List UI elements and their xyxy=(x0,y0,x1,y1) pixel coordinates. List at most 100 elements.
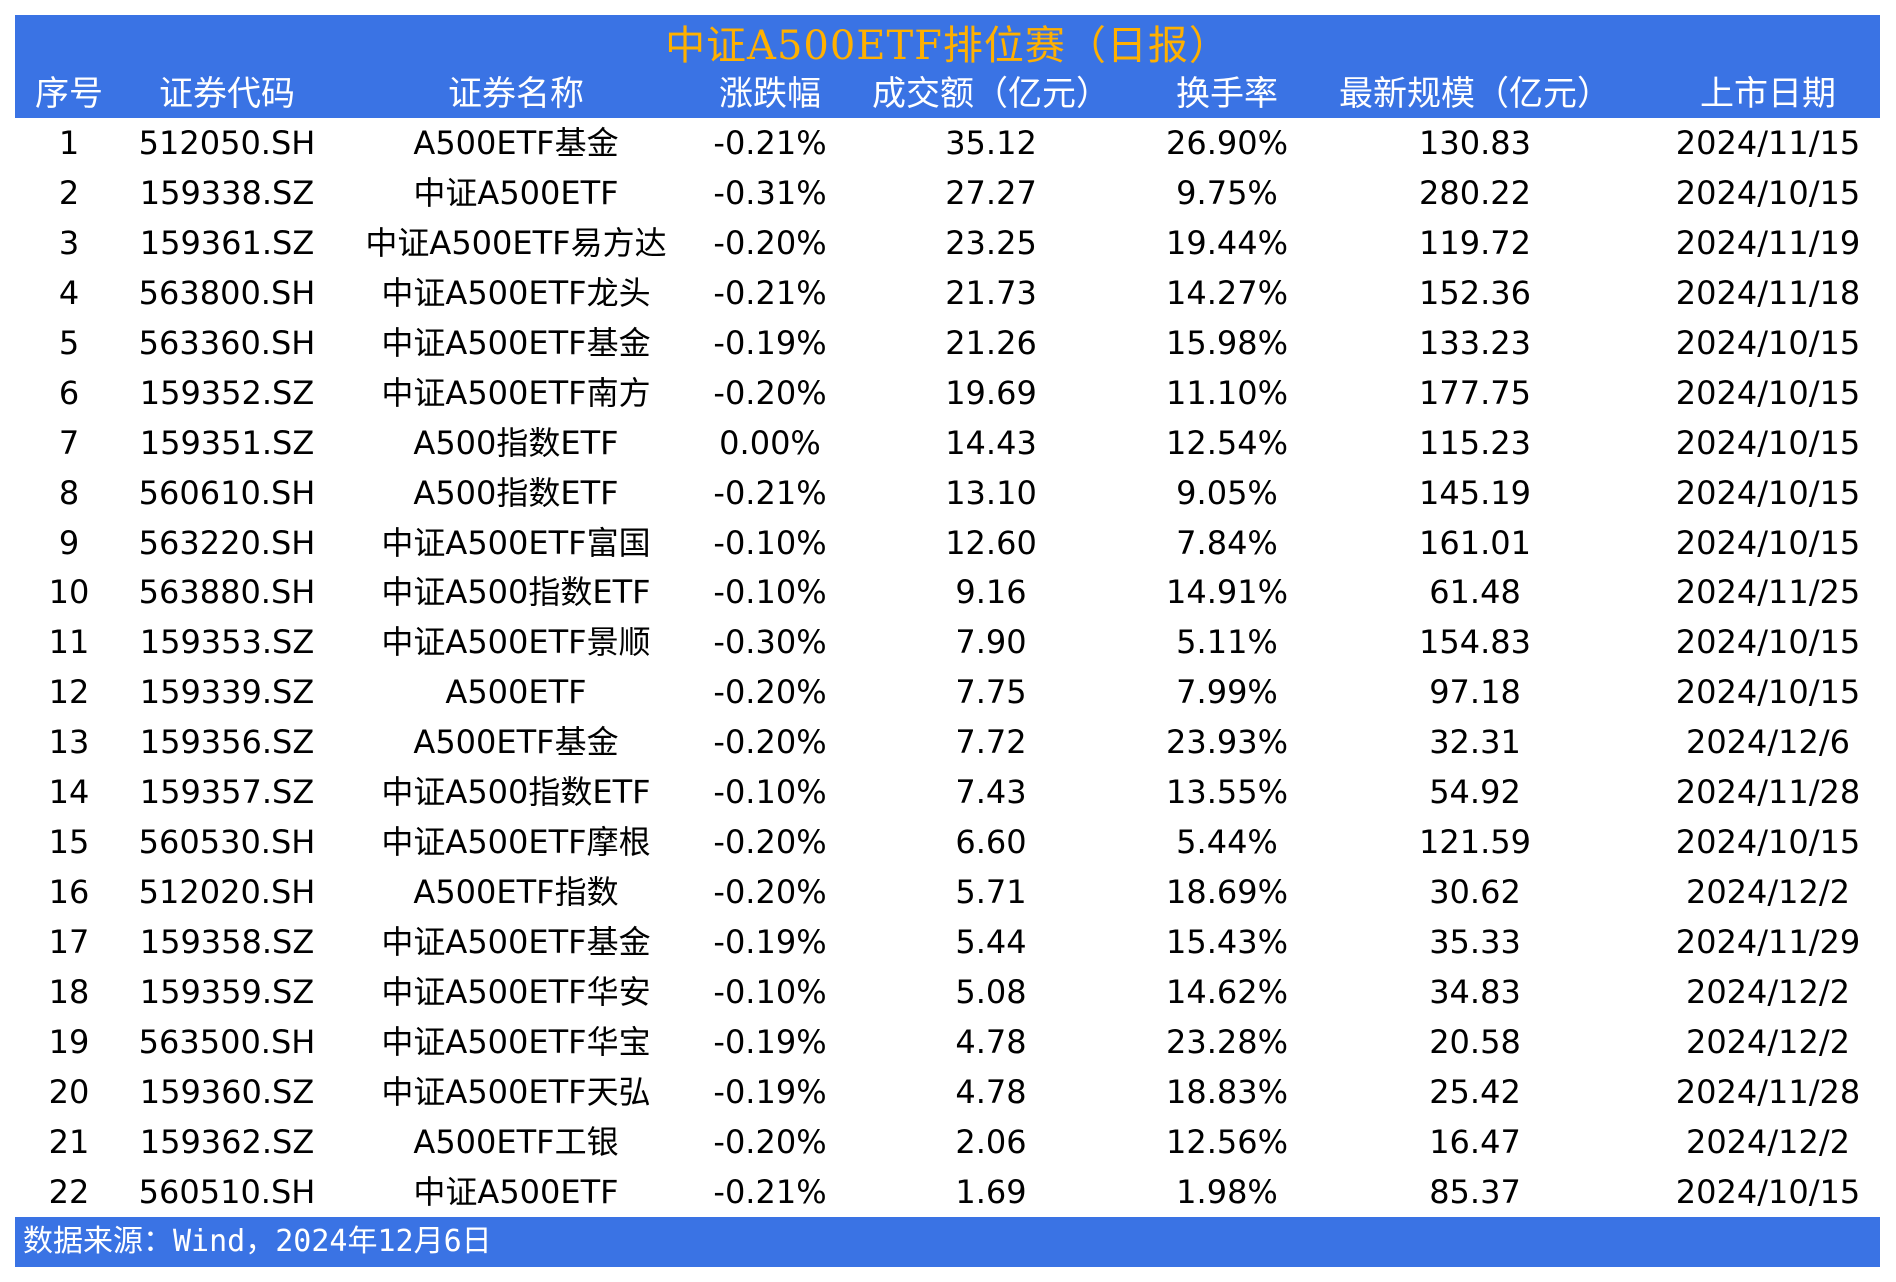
cell-listing-date: 2024/12/2 xyxy=(1685,1022,1851,1061)
cell-aum: 280.22 xyxy=(1419,173,1531,212)
cell-rank: 20 xyxy=(48,1072,90,1111)
table-row: 15 560530.SH 中证A500ETF摩根 -0.20% 6.60 5.44% 121… xyxy=(15,817,1880,867)
table-row: 19 563500.SH 中证A500ETF华宝 -0.19% 4.78 23.28% 20… xyxy=(15,1017,1880,1067)
cell-change: -0.10% xyxy=(713,523,827,562)
cell-turnover-amount: 7.90 xyxy=(955,623,1027,662)
cell-turnover-rate: 12.54% xyxy=(1165,423,1289,462)
cell-change: -0.20% xyxy=(713,1122,827,1161)
cell-turnover-rate: 11.10% xyxy=(1165,373,1289,412)
cell-aum: 85.37 xyxy=(1429,1172,1521,1211)
cell-name: 中证A500ETF景顺 xyxy=(381,623,651,662)
cell-aum: 133.23 xyxy=(1419,323,1531,362)
cell-code: 563220.SH xyxy=(138,523,316,562)
cell-aum: 61.48 xyxy=(1429,573,1521,612)
cell-name: A500ETF基金 xyxy=(413,124,619,162)
cell-name: 中证A500ETF华安 xyxy=(381,972,651,1011)
table-row: 9 563220.SH 中证A500ETF富国 -0.10% 12.60 7.84% 161… xyxy=(15,518,1880,568)
cell-turnover-amount: 14.43 xyxy=(945,423,1037,462)
cell-change: -0.21% xyxy=(713,473,827,512)
cell-name: 中证A500ETF基金 xyxy=(381,323,651,362)
table-header: 中证A500ETF排位赛（日报） 序号 证券代码 证券名称 涨跌幅 成交额（亿元） 换手率… xyxy=(15,15,1880,118)
cell-change: -0.20% xyxy=(713,873,827,912)
column-header-change: 涨跌幅 xyxy=(719,74,821,114)
table-row: 18 159359.SZ 中证A500ETF华安 -0.10% 5.08 14.62% 34… xyxy=(15,967,1880,1017)
cell-name: A500ETF指数 xyxy=(413,873,619,912)
cell-listing-date: 2024/12/6 xyxy=(1685,723,1851,762)
column-header-listing-date: 上市日期 xyxy=(1700,74,1836,114)
table-row: 5 563360.SH 中证A500ETF基金 -0.19% 21.26 15.98% 13… xyxy=(15,318,1880,368)
table-body: 1 512050.SH A500ETF基金 -0.21% 35.12 26.90% 130.… xyxy=(15,118,1880,1217)
cell-change: -0.20% xyxy=(713,373,827,412)
cell-name: 中证A500指数ETF xyxy=(381,573,651,612)
cell-aum: 152.36 xyxy=(1419,273,1531,312)
cell-name: 中证A500ETF富国 xyxy=(381,523,651,562)
cell-rank: 4 xyxy=(58,273,80,312)
cell-turnover-rate: 5.11% xyxy=(1176,623,1278,662)
cell-turnover-amount: 5.44 xyxy=(955,923,1027,961)
cell-rank: 7 xyxy=(58,423,80,462)
table-row: 21 159362.SZ A500ETF工银 -0.20% 2.06 12.56% 16.4… xyxy=(15,1117,1880,1167)
cell-listing-date: 2024/10/15 xyxy=(1675,473,1861,512)
cell-aum: 161.01 xyxy=(1419,523,1531,562)
cell-turnover-amount: 6.60 xyxy=(955,823,1027,862)
cell-change: -0.20% xyxy=(713,223,827,262)
cell-rank: 9 xyxy=(58,523,80,562)
cell-name: 中证A500ETF易方达 xyxy=(365,223,667,262)
cell-aum: 35.33 xyxy=(1429,923,1521,961)
cell-turnover-rate: 1.98% xyxy=(1176,1172,1278,1211)
cell-rank: 19 xyxy=(48,1022,90,1061)
column-header-row: 序号 证券代码 证券名称 涨跌幅 成交额（亿元） 换手率 最新规模（亿元） 上市日期 xyxy=(15,71,1880,117)
table-row: 17 159358.SZ 中证A500ETF基金 -0.19% 5.44 15.43% 35… xyxy=(15,917,1880,967)
cell-turnover-amount: 9.16 xyxy=(955,573,1027,612)
cell-code: 560610.SH xyxy=(138,473,316,512)
cell-listing-date: 2024/12/2 xyxy=(1685,1122,1851,1161)
cell-turnover-rate: 7.84% xyxy=(1176,523,1278,562)
cell-change: -0.19% xyxy=(713,923,827,961)
cell-change: -0.19% xyxy=(713,1072,827,1111)
cell-turnover-amount: 5.08 xyxy=(955,972,1027,1011)
table-row: 14 159357.SZ 中证A500指数ETF -0.10% 7.43 13.55% 54… xyxy=(15,767,1880,817)
table-row: 3 159361.SZ 中证A500ETF易方达 -0.20% 23.25 19.44% 1… xyxy=(15,218,1880,268)
cell-listing-date: 2024/11/18 xyxy=(1675,273,1861,312)
cell-turnover-amount: 5.71 xyxy=(955,873,1027,912)
cell-turnover-amount: 2.06 xyxy=(955,1122,1027,1161)
cell-turnover-rate: 14.27% xyxy=(1165,273,1289,312)
cell-code: 159351.SZ xyxy=(139,423,315,462)
cell-name: 中证A500ETF基金 xyxy=(381,923,651,961)
cell-change: -0.21% xyxy=(713,273,827,312)
cell-rank: 12 xyxy=(48,673,90,712)
cell-code: 563500.SH xyxy=(138,1022,316,1061)
cell-turnover-rate: 14.91% xyxy=(1165,573,1289,612)
cell-aum: 121.59 xyxy=(1419,823,1531,862)
cell-rank: 5 xyxy=(58,323,80,362)
cell-code: 563800.SH xyxy=(138,273,316,312)
cell-aum: 16.47 xyxy=(1429,1122,1521,1161)
cell-turnover-amount: 7.72 xyxy=(955,723,1027,762)
cell-rank: 10 xyxy=(48,573,90,612)
cell-rank: 16 xyxy=(48,873,90,912)
cell-turnover-amount: 7.43 xyxy=(955,773,1027,812)
column-header-turnover-amount: 成交额（亿元） xyxy=(872,74,1110,114)
cell-turnover-amount: 21.26 xyxy=(945,323,1037,362)
cell-code: 560510.SH xyxy=(138,1172,316,1211)
table-row: 22 560510.SH 中证A500ETF -0.21% 1.69 1.98% 85.37… xyxy=(15,1167,1880,1217)
cell-listing-date: 2024/12/2 xyxy=(1685,873,1851,912)
cell-turnover-rate: 7.99% xyxy=(1176,673,1278,712)
cell-rank: 14 xyxy=(48,773,90,812)
cell-turnover-rate: 13.55% xyxy=(1165,773,1289,812)
cell-code: 159360.SZ xyxy=(139,1072,315,1111)
cell-listing-date: 2024/10/15 xyxy=(1675,373,1861,412)
cell-turnover-rate: 19.44% xyxy=(1165,223,1289,262)
table-row: 11 159353.SZ 中证A500ETF景顺 -0.30% 7.90 5.11% 154… xyxy=(15,617,1880,667)
cell-turnover-amount: 13.10 xyxy=(945,473,1037,512)
cell-aum: 154.83 xyxy=(1419,623,1531,662)
cell-turnover-amount: 7.75 xyxy=(955,673,1027,712)
cell-code: 159362.SZ xyxy=(139,1122,315,1161)
cell-code: 159357.SZ xyxy=(139,773,315,812)
cell-listing-date: 2024/10/15 xyxy=(1675,673,1861,712)
cell-rank: 22 xyxy=(48,1172,90,1211)
table-row: 16 512020.SH A500ETF指数 -0.20% 5.71 18.69% 30.6… xyxy=(15,867,1880,917)
cell-aum: 20.58 xyxy=(1429,1022,1521,1061)
table-row: 2 159338.SZ 中证A500ETF -0.31% 27.27 9.75% 280.2… xyxy=(15,168,1880,218)
cell-aum: 177.75 xyxy=(1419,373,1531,412)
